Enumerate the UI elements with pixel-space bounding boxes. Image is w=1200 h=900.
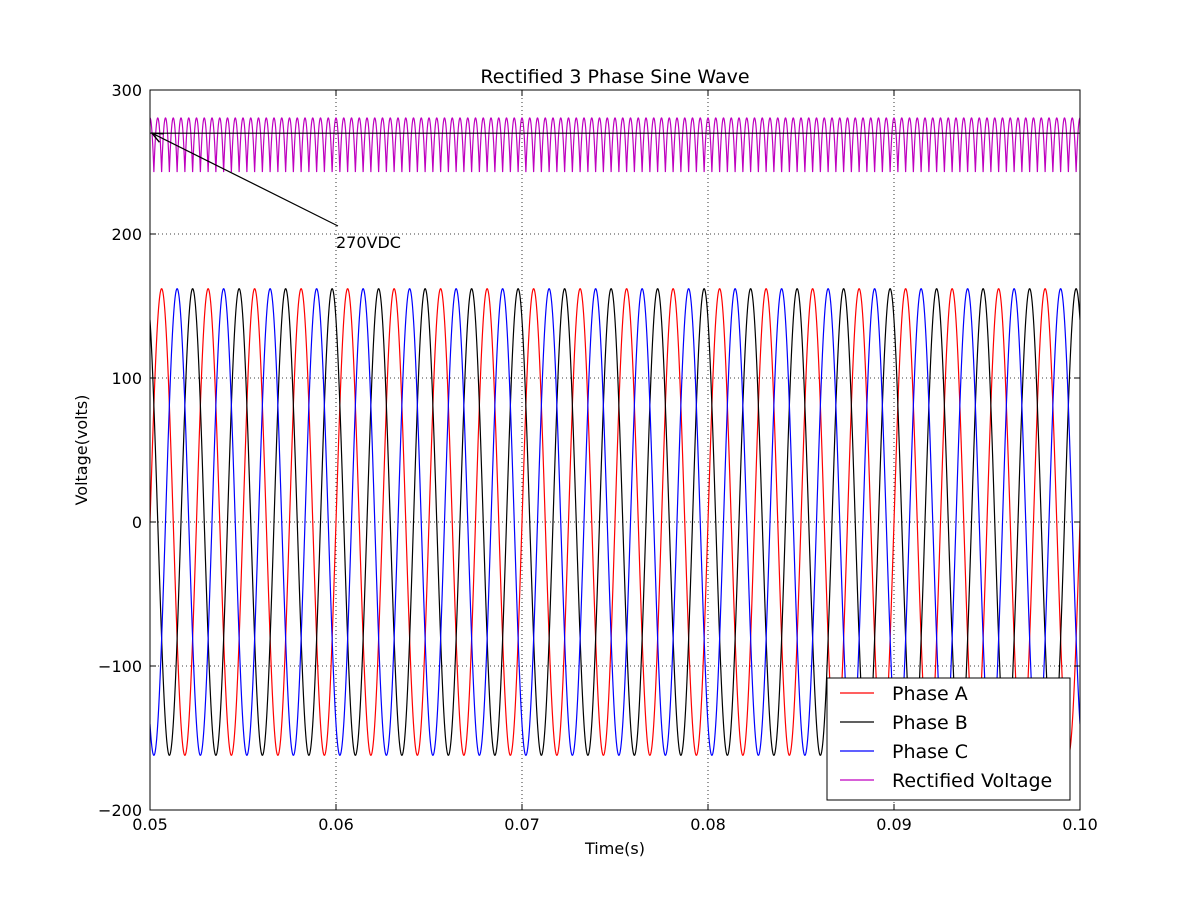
y-tick-label: −100 — [98, 657, 142, 676]
x-tick-label: 0.07 — [504, 815, 540, 834]
annotation-arrow — [152, 133, 339, 227]
series-line-phase-b — [150, 288, 1080, 756]
x-tick-label: 0.05 — [132, 815, 168, 834]
annotation: 270VDC — [152, 133, 401, 252]
legend-label-phase-a: Phase A — [892, 683, 968, 705]
x-tick-label: 0.09 — [876, 815, 912, 834]
legend-label-phase-c: Phase C — [892, 741, 968, 763]
x-tick-label: 0.08 — [690, 815, 726, 834]
y-tick-label: 0 — [132, 513, 142, 532]
y-tick-label: 300 — [111, 81, 142, 100]
y-tick-label: 100 — [111, 369, 142, 388]
chart-title: Rectified 3 Phase Sine Wave — [480, 66, 749, 88]
legend-label-phase-b: Phase B — [892, 712, 968, 734]
legend-label-rectified-voltage: Rectified Voltage — [892, 770, 1052, 792]
x-axis-label: Time(s) — [584, 839, 645, 858]
legend: Phase A Phase B Phase C Rectified Voltage — [826, 677, 1071, 801]
y-axis-label: Voltage(volts) — [72, 395, 91, 506]
y-tick-label: 200 — [111, 225, 142, 244]
series-layer — [150, 117, 1080, 756]
ticks: 0.05 0.06 0.07 0.08 0.09 0.10 −200 −100 0 100 200 3… — [98, 81, 1098, 834]
x-tick-label: 0.10 — [1062, 815, 1098, 834]
series-line-rectified-voltage — [150, 117, 1080, 173]
series-line-phase-c — [150, 288, 1080, 756]
x-tick-label: 0.06 — [318, 815, 354, 834]
annotation-label: 270VDC — [336, 233, 401, 252]
grid — [150, 90, 1080, 810]
y-tick-label: −200 — [98, 801, 142, 820]
plot-frame — [149, 89, 1081, 811]
